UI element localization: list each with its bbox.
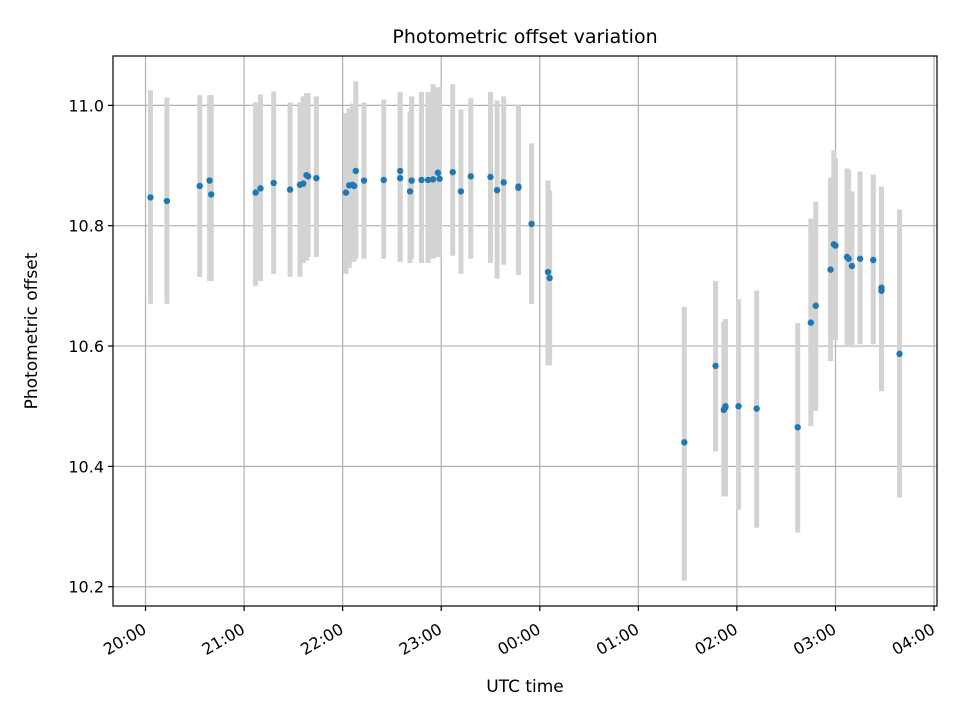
x-tick-label: 23:00 [396,619,445,659]
data-point [342,189,350,196]
data-point [252,189,259,196]
data-point [408,177,415,184]
data-point [712,362,719,370]
y-tick-label: 10.2 [68,578,104,597]
grid [113,56,937,606]
y-tick-label: 10.4 [68,457,104,476]
x-tick-label: 02:00 [691,619,740,659]
y-tick-label: 10.6 [68,337,104,356]
data-point [147,194,154,201]
data-point [546,274,553,282]
data-point [429,176,437,183]
data-point [360,177,368,184]
data-point [722,403,729,410]
y-axis-label: Photometric offset [22,252,42,409]
data-point [457,188,465,195]
data-point [257,185,264,192]
data-point [396,167,404,175]
data-point [208,191,215,198]
data-point [827,266,834,273]
x-tick-label: 03:00 [790,619,839,659]
data-point [856,255,864,262]
y-tick-label: 11.0 [68,96,104,115]
data-point [812,302,819,309]
data-point [467,173,474,180]
data-point [794,424,801,431]
data-point [418,176,425,184]
data-point [528,220,535,228]
error-bars [147,81,903,581]
data-point [300,180,307,187]
data-point [406,188,414,195]
y-tick-label: 10.8 [68,217,104,236]
x-tick-label: 01:00 [593,619,642,659]
data-point [424,176,432,184]
data-point [449,168,456,176]
x-tick-label: 22:00 [297,619,346,659]
chart-title: Photometric offset variation [392,26,657,48]
data-point [396,174,404,182]
data-point [163,197,171,205]
data-point [845,255,852,262]
data-point [848,262,856,270]
plot-frame [112,55,938,607]
data-point [313,174,320,182]
data-point [807,319,815,326]
data-point [870,256,877,264]
data-point [270,179,277,187]
data-point [434,169,442,176]
data-point [544,268,552,276]
data-point [515,183,522,190]
x-tick-label: 00:00 [494,619,543,659]
data-point [352,167,359,175]
data-point [380,176,387,184]
data-point [196,182,203,190]
data-point [878,287,885,294]
data-point [735,403,742,410]
data-point [286,186,294,193]
data-point [206,177,213,184]
data-point [304,173,312,180]
data-point [896,350,903,358]
x-tick-label: 21:00 [199,619,248,659]
x-tick-label: 04:00 [889,619,938,659]
data-point [350,182,358,190]
data-points [147,167,903,446]
data-point [436,175,443,182]
x-axis-label: UTC time [486,677,564,697]
data-point [681,439,688,446]
data-point [487,173,494,181]
data-point [500,179,507,186]
data-point [493,186,501,194]
data-point [832,242,839,249]
data-point [753,405,760,412]
x-tick-label: 20:00 [100,619,149,659]
